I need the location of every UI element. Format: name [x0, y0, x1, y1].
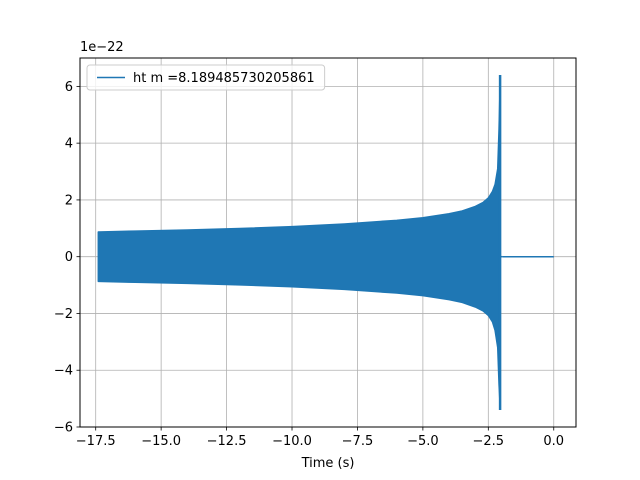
y-tick-label: −6 — [54, 421, 73, 436]
legend-label: ht m =8.189485730205861 — [133, 71, 315, 86]
x-tick-label: −10.0 — [272, 434, 312, 449]
y-offset-label: 1e−22 — [80, 40, 124, 55]
x-tick-label: −17.5 — [76, 434, 116, 449]
x-tick-label: −12.5 — [207, 434, 247, 449]
x-axis-label: Time (s) — [301, 456, 355, 471]
legend: ht m =8.189485730205861 — [86, 64, 326, 91]
x-axis: −17.5 −15.0 −12.5 −10.0 −7.5 −5.0 −2.5 0.0 — [76, 427, 564, 449]
x-tick-label: −7.5 — [342, 434, 374, 449]
series-waveform — [97, 75, 501, 410]
y-tick-label: −2 — [54, 307, 73, 322]
x-tick-label: −5.0 — [407, 434, 439, 449]
axes-frame — [79, 57, 577, 428]
plot-area — [97, 75, 554, 410]
legend-box — [86, 64, 326, 91]
x-tick-label: 0.0 — [543, 434, 564, 449]
y-tick-label: 0 — [65, 250, 73, 265]
y-tick-label: 4 — [65, 137, 73, 152]
y-tick-label: 6 — [65, 80, 73, 95]
x-tick-label: −2.5 — [473, 434, 505, 449]
y-tick-label: 2 — [65, 193, 73, 208]
x-tick-label: −15.0 — [141, 434, 181, 449]
y-tick-label: −4 — [54, 364, 73, 379]
y-axis: −6 −4 −2 0 2 4 6 — [54, 80, 80, 436]
